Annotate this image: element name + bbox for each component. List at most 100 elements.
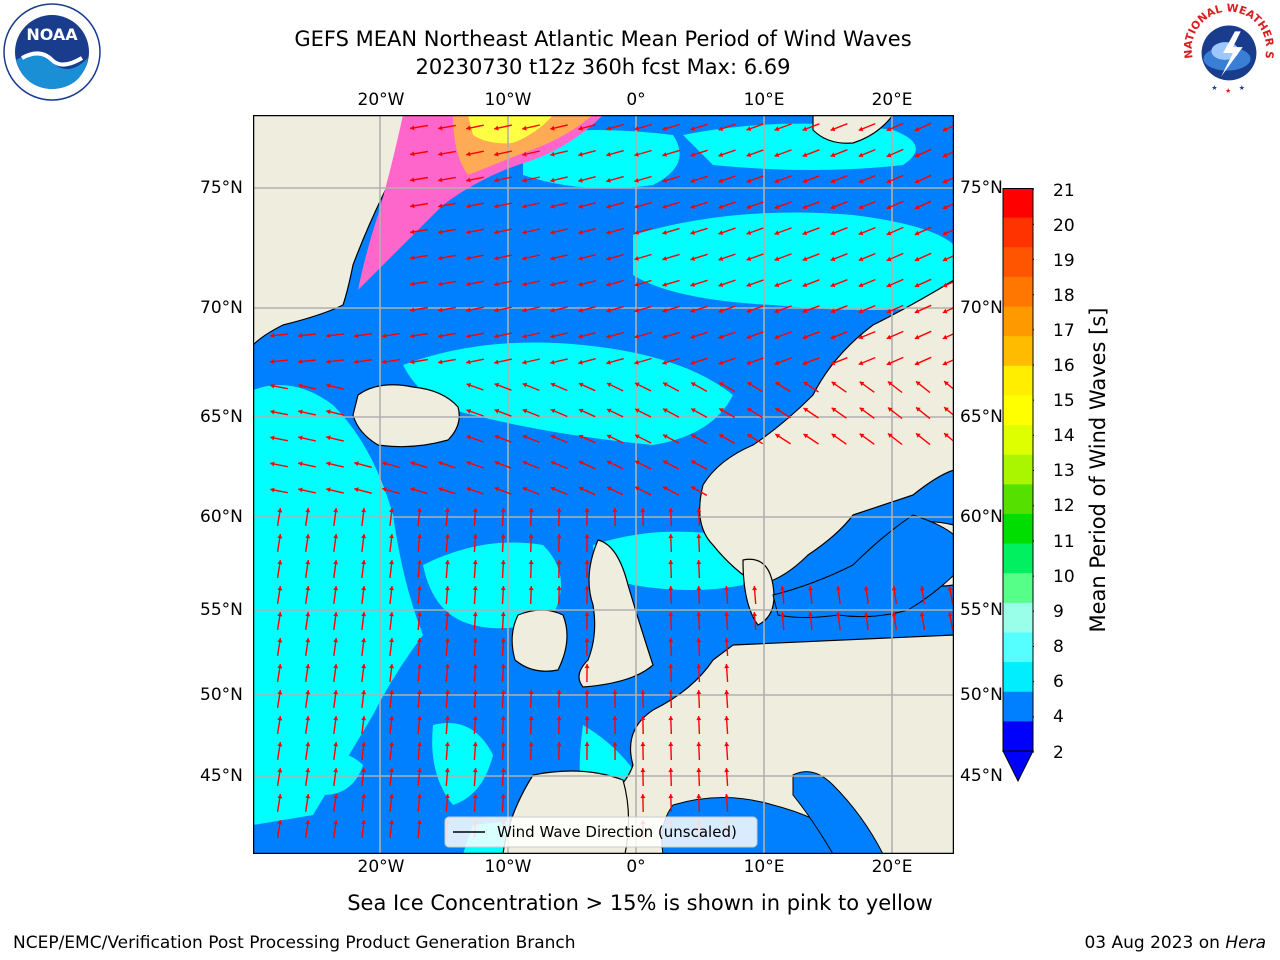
lon-label-top: 0° (626, 90, 646, 110)
wind-arrow-head (410, 203, 415, 209)
wind-arrow-head (270, 461, 275, 467)
lat-label-right: 55°N (960, 600, 1003, 620)
wind-arrow-head (578, 359, 583, 365)
wind-arrow-head (724, 794, 730, 799)
wind-arrow-head (417, 690, 422, 695)
wind-arrow-head (690, 230, 695, 235)
footer-date-text: 03 Aug 2023 on (1084, 933, 1226, 953)
wind-arrow-head (466, 435, 472, 440)
wind-arrow-head (584, 586, 590, 590)
wind-arrow-head (746, 204, 752, 209)
wind-arrow-head (333, 664, 339, 669)
wind-arrow-head (556, 534, 562, 539)
lat-label-right: 50°N (960, 685, 1003, 705)
colorbar-segment (1003, 188, 1033, 219)
wind-arrow-head (774, 256, 780, 262)
wind-arrow-head (472, 612, 478, 617)
wind-arrow-head (668, 768, 674, 773)
colorbar-segment (1003, 247, 1033, 278)
wind-arrow-head (438, 461, 443, 466)
wind-arrow-head (747, 382, 752, 387)
wind-arrow-head (696, 690, 702, 695)
wind-arrow-head (528, 690, 534, 695)
wind-arrow-head (830, 178, 836, 184)
wind-arrow-head (277, 690, 283, 695)
wind-arrow-head (640, 794, 646, 799)
wind-arrow-head (634, 178, 639, 183)
wind-arrow-head (578, 460, 584, 466)
lat-label-left: 70°N (200, 298, 243, 318)
wind-arrow-head (835, 586, 841, 591)
wind-arrow-head (277, 664, 283, 669)
wind-arrow-head (361, 664, 367, 669)
wind-arrow-head (942, 334, 948, 340)
wind-arrow-head (550, 408, 556, 414)
wind-arrow-head (578, 408, 584, 414)
wind-arrow-head (830, 334, 836, 340)
wind-arrow-head (417, 534, 422, 539)
wind-arrow-head (522, 125, 527, 131)
wind-arrow-head (382, 359, 387, 365)
wind-arrow-head (696, 664, 702, 669)
wind-arrow-head (556, 508, 562, 513)
wind-arrow-head (775, 408, 781, 413)
wind-arrow-head (522, 333, 527, 339)
wind-arrow-head (696, 508, 702, 513)
lon-label-bottom: 10°E (743, 857, 785, 877)
wind-arrow-head (724, 638, 730, 643)
wind-arrow-head (886, 230, 892, 236)
wind-arrow-head (466, 255, 471, 261)
wind-arrow-head (640, 742, 646, 747)
wind-arrow-head (886, 282, 892, 288)
nws-logo: NATIONAL WEATHER SERVICE ★ ★ ★ (1180, 2, 1276, 98)
wind-arrow-head (947, 612, 953, 617)
sea-ice-region (358, 115, 603, 290)
wind-arrow-head (942, 308, 948, 314)
wind-arrow-head (410, 229, 415, 235)
wind-arrow-head (802, 178, 808, 184)
wind-arrow-head (417, 742, 422, 747)
wind-arrow-head (663, 382, 668, 387)
wind-arrow-head (270, 487, 275, 493)
wind-arrow-head (550, 125, 555, 131)
wind-arrow-head (719, 382, 724, 387)
wind-arrow-head (858, 282, 864, 288)
wind-arrow-head (662, 230, 667, 235)
wind-arrow-head (410, 281, 415, 287)
wind-arrow-head (696, 742, 702, 747)
wind-arrow-head (696, 638, 702, 643)
wind-arrow-head (494, 434, 500, 440)
wind-arrow-head (361, 716, 367, 721)
wind-arrow-head (830, 204, 836, 210)
lat-label-left: 50°N (200, 685, 243, 705)
title-line2: 20230730 t12z 360h fcst Max: 6.69 (415, 55, 791, 79)
colorbar-segment (1003, 336, 1033, 367)
wind-arrow-head (612, 742, 618, 746)
wind-arrow-head (333, 638, 339, 643)
wind-arrow-head (606, 434, 612, 440)
wind-arrow-head (494, 460, 500, 466)
wind-arrow-head (802, 230, 808, 236)
wind-arrow-head (780, 586, 785, 591)
wind-arrow-head (389, 794, 394, 799)
wind-arrow-head (389, 820, 394, 825)
wind-arrow-head (668, 638, 674, 643)
wind-arrow-head (914, 230, 920, 236)
wind-arrow-head (550, 151, 555, 157)
wind-arrow-head (747, 408, 752, 413)
wind-arrow-head (663, 434, 668, 439)
wind-arrow-head (528, 508, 534, 513)
wind-arrow-head (718, 308, 724, 313)
wind-arrow-head (802, 126, 808, 132)
wind-arrow-head (500, 586, 506, 591)
wind-arrow-head (556, 716, 562, 721)
wind-arrow-head (500, 690, 506, 695)
wind-arrow-head (802, 334, 808, 340)
wind-arrow-head (382, 461, 387, 466)
lat-label-left: 60°N (200, 507, 243, 527)
wind-arrow-head (438, 333, 443, 339)
wind-arrow-head (326, 333, 331, 339)
wind-arrow-head (550, 460, 556, 466)
wind-arrow-head (916, 433, 921, 438)
wind-arrow-head (578, 281, 583, 287)
